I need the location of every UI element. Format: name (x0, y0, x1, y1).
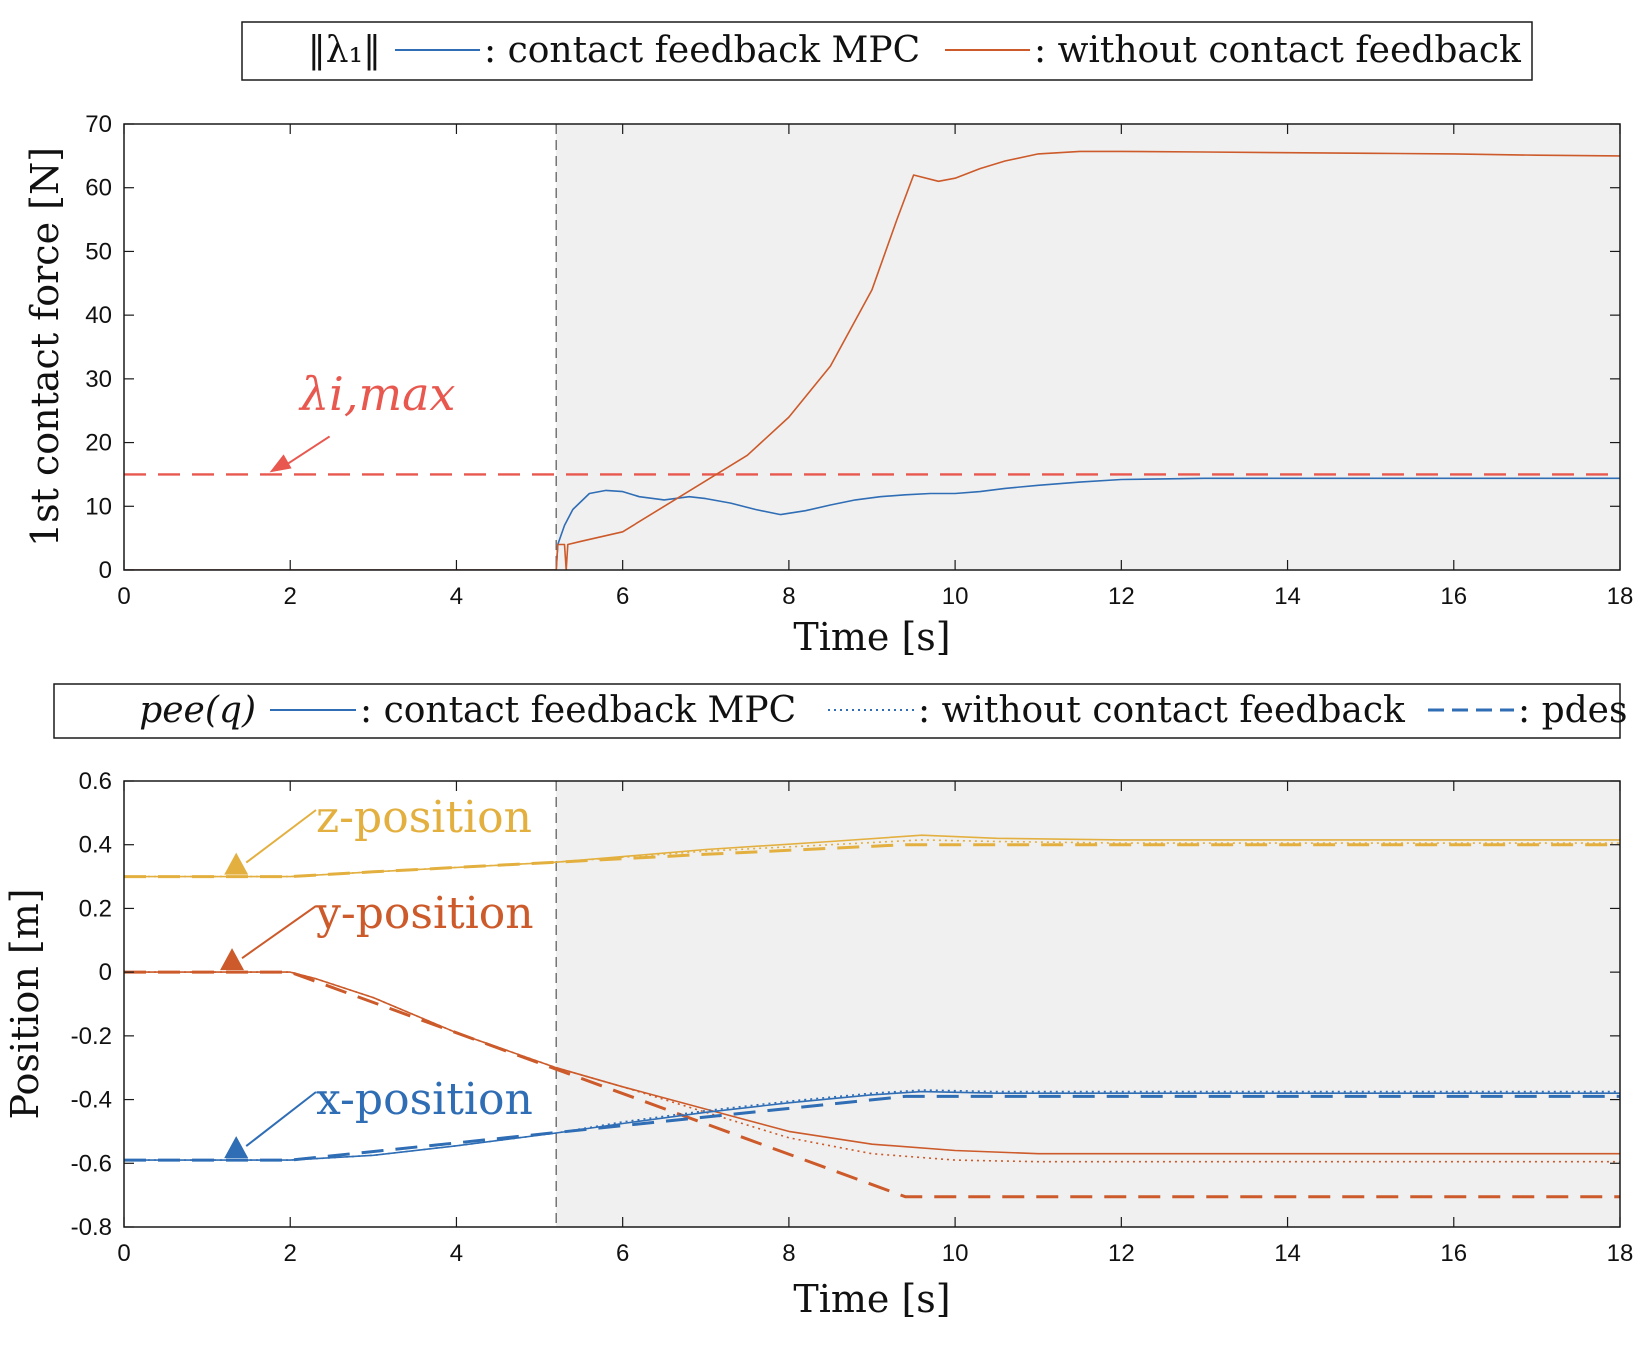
plot-position: 0 2 4 6 8 10 12 14 16 18 -0.8 -0.6 -0.4 -0.2 0 0.2 0.4 0.… (3, 768, 1633, 1321)
position-ytick-label: -0.4 (71, 1087, 112, 1114)
legend-position: pee(q) : contact feedback MPC : without … (53, 683, 1627, 739)
position-series-x-nofb (124, 1089, 1620, 1161)
position-ytick-label: 0.6 (79, 768, 112, 795)
force-xtick-label: 10 (942, 583, 969, 610)
limit-label: λi,max (298, 367, 456, 421)
position-xtick-label: 18 (1607, 1240, 1634, 1267)
annotation-arrow (245, 1091, 317, 1147)
position-xtick-label: 4 (450, 1240, 463, 1267)
position-ytick-label: 0.2 (79, 895, 112, 922)
force-series-nofb (124, 150, 1620, 570)
force-ytick-label: 10 (85, 493, 112, 520)
force-xtick-label: 6 (616, 583, 629, 610)
position-xtick-label: 2 (284, 1240, 297, 1267)
position-xtick-label: 14 (1274, 1240, 1301, 1267)
force-ytick-label: 40 (85, 302, 112, 329)
force-xtick-label: 14 (1274, 583, 1301, 610)
force-series-mpc (124, 477, 1620, 570)
position-xtick-label: 0 (117, 1240, 130, 1267)
legend-force-title: ‖λ₁‖ (308, 30, 381, 71)
annotation-label: z-position (316, 792, 532, 843)
force-xtick-label: 4 (450, 583, 463, 610)
position-xtick-label: 8 (782, 1240, 795, 1267)
force-ytick-label: 60 (85, 175, 112, 202)
force-ytick-label: 0 (99, 557, 112, 584)
position-series-z-des (124, 843, 1620, 879)
position-ytick-label: -0.2 (71, 1023, 112, 1050)
legend-position-des-label: : pdes (1518, 690, 1627, 731)
force-xtick-label: 2 (284, 583, 297, 610)
annotation-arrowhead (224, 1136, 249, 1159)
force-ytick-label: 30 (85, 366, 112, 393)
position-series-z-nofb (124, 839, 1620, 878)
force-ytick-label: 20 (85, 430, 112, 457)
position-series-y-mpc (124, 971, 1620, 1155)
legend-force-mpc-label: : contact feedback MPC (484, 30, 920, 71)
annotation-label: y-position (315, 888, 534, 939)
legend-force: ‖λ₁‖ : contact feedback MPC : without co… (241, 21, 1533, 81)
legend-position-nofb-label: : without contact feedback (918, 690, 1406, 731)
force-ytick-label: 50 (85, 238, 112, 265)
force-xtick-label: 16 (1440, 583, 1467, 610)
ylabel-position: Position [m] (3, 888, 47, 1119)
legend-position-mpc-label: : contact feedback MPC (360, 690, 796, 731)
force-xtick-label: 12 (1108, 583, 1135, 610)
xlabel-force: Time [s] (793, 615, 950, 659)
limit-arrowhead (269, 454, 292, 473)
position-ytick-label: -0.8 (71, 1214, 112, 1241)
annotation-label: x-position (316, 1074, 533, 1125)
position-xtick-label: 12 (1108, 1240, 1135, 1267)
legend-force-nofb-label: : without contact feedback (1034, 30, 1522, 71)
position-xtick-label: 6 (616, 1240, 629, 1267)
position-series-z-mpc (124, 834, 1620, 878)
ylabel-force: 1st contact force [N] (23, 147, 67, 547)
contact-region-force (556, 124, 1621, 570)
position-ytick-label: 0.4 (79, 832, 112, 859)
position-xtick-label: 10 (942, 1240, 969, 1267)
position-ytick-label: -0.6 (71, 1150, 112, 1177)
annotation-arrow (241, 905, 317, 959)
force-xtick-label: 8 (782, 583, 795, 610)
force-ytick-label: 70 (85, 111, 112, 138)
axes-frame-position (123, 780, 1621, 1228)
limit-arrow (283, 435, 331, 468)
xlabel-position: Time [s] (793, 1277, 950, 1321)
contact-region-position (556, 781, 1621, 1227)
annotation-arrow (245, 809, 317, 864)
axes-frame-force (123, 123, 1621, 571)
force-xtick-label: 18 (1607, 583, 1634, 610)
position-series-x-mpc (124, 1090, 1620, 1161)
position-ytick-label: 0 (99, 959, 112, 986)
annotation-arrowhead (220, 948, 245, 971)
force-xtick-label: 0 (117, 583, 130, 610)
legend-position-title: pee(q) (139, 690, 256, 731)
position-xtick-label: 16 (1440, 1240, 1467, 1267)
plot-force: 0 2 4 6 8 10 12 14 16 18 0 10 20 30 40 50 60 70 λi,max Ti… (23, 111, 1633, 659)
annotation-arrowhead (224, 852, 249, 875)
